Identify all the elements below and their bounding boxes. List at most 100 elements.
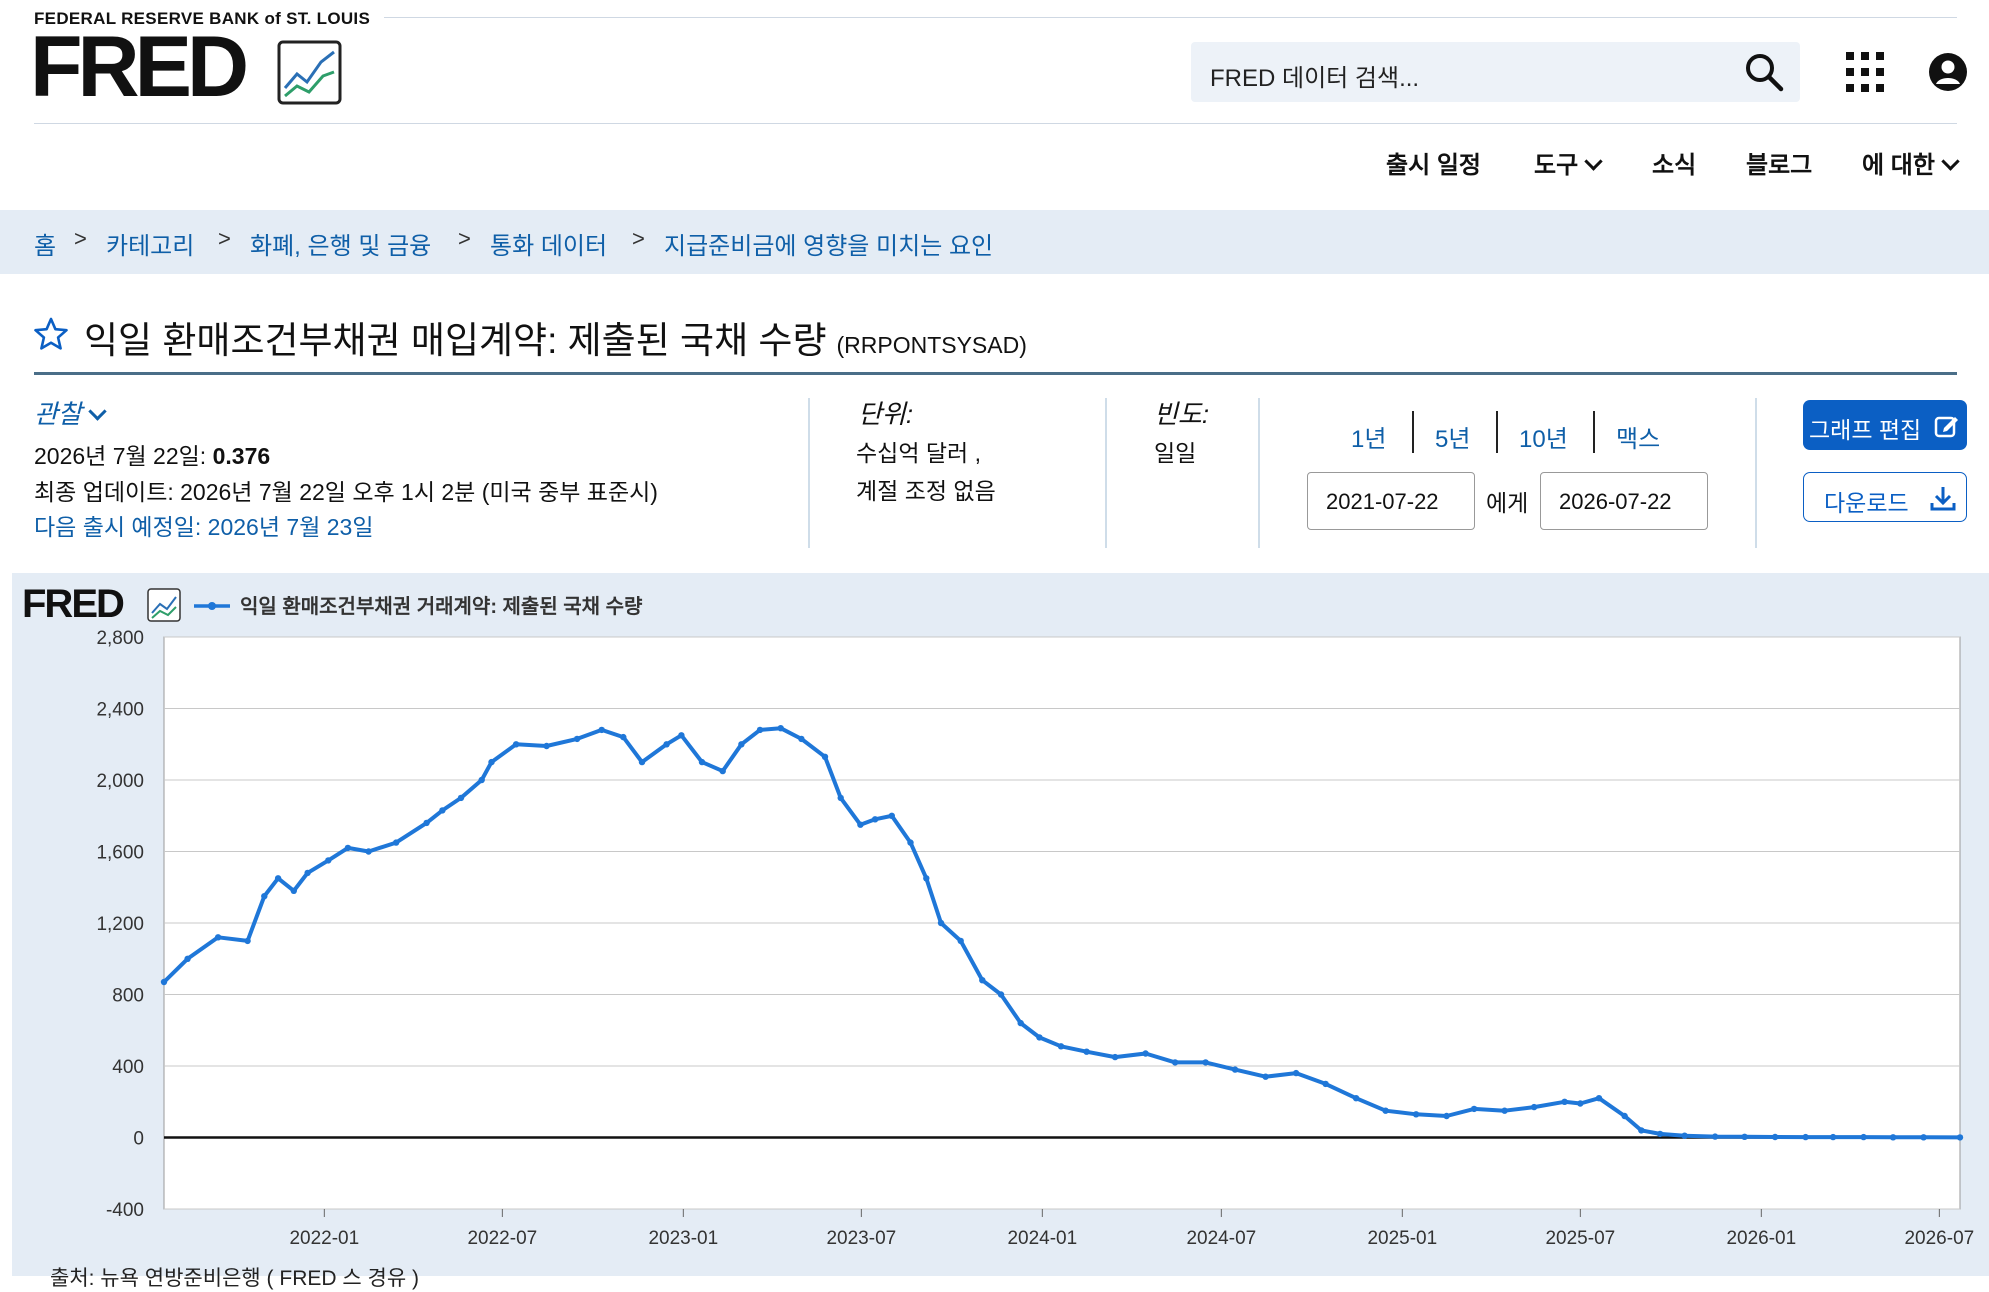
data-point	[1292, 1069, 1300, 1077]
next-release-link[interactable]: 다음 출시 예정일: 2026년 7월 23일	[34, 514, 374, 540]
data-point	[698, 758, 706, 766]
data-point	[290, 887, 297, 894]
chart-source: 출처: 뉴욕 연방준비은행 ( FRED 스 경유 )	[50, 1267, 419, 1290]
data-point	[184, 955, 191, 962]
units-label: 단위:	[858, 399, 914, 429]
nav-tools[interactable]: 도구	[1534, 145, 1603, 180]
edit-graph-button[interactable]: 그래프 편집	[1803, 400, 1967, 450]
y-tick-label: 2,400	[96, 700, 144, 721]
observation-date: 2026년 7월 22일:	[34, 443, 207, 469]
nav-about[interactable]: 에 대한	[1862, 145, 1960, 180]
fred-logo[interactable]: FRED	[30, 19, 249, 115]
units-line2: 계절 조정 없음	[856, 478, 996, 504]
data-point	[344, 844, 352, 852]
breadcrumb-categories[interactable]: 카테고리	[106, 233, 195, 260]
breadcrumb-separator: >	[458, 226, 471, 251]
y-tick-label: 1,200	[96, 914, 144, 935]
data-point	[304, 869, 311, 877]
y-tick-label: 1,600	[96, 843, 144, 864]
data-point	[1057, 1043, 1065, 1050]
data-point	[1860, 1133, 1867, 1141]
series-id: (RRPONTSYSAD)	[836, 332, 1027, 358]
data-point	[997, 991, 1005, 998]
breadcrumb-monetary-data[interactable]: 통화 데이터	[490, 233, 608, 260]
start-date-input[interactable]: 2021-07-22	[1307, 472, 1475, 530]
y-tick-label: -400	[106, 1200, 144, 1221]
breadcrumb-money-banking[interactable]: 화폐, 은행 및 금융	[250, 233, 432, 260]
data-point	[777, 725, 784, 732]
search-input[interactable]: FRED 데이터 검색...	[1210, 65, 1420, 92]
data-point	[512, 741, 520, 748]
search-bar[interactable]: FRED 데이터 검색...	[1191, 42, 1800, 102]
search-icon[interactable]	[1744, 52, 1784, 92]
data-point	[1561, 1098, 1568, 1105]
data-point	[1470, 1105, 1478, 1113]
meta-divider	[1258, 398, 1260, 548]
data-point	[1231, 1066, 1239, 1073]
breadcrumb-home[interactable]: 홈	[34, 233, 57, 260]
data-point	[478, 776, 485, 784]
data-point	[1621, 1112, 1628, 1120]
y-tick-label: 2,800	[96, 628, 144, 649]
breadcrumb-separator: >	[632, 226, 645, 251]
chart-logo-icon-line	[151, 596, 177, 614]
y-tick-label: 0	[133, 1129, 144, 1150]
x-tick-label: 2023-07	[826, 1228, 896, 1249]
data-point	[798, 735, 805, 743]
data-point	[821, 753, 829, 760]
x-tick-label: 2022-01	[289, 1228, 359, 1249]
breadcrumb: 홈 > 카테고리 > 화폐, 은행 및 금융 > 통화 데이터 > 지급준비금에…	[0, 210, 1989, 274]
data-point	[620, 733, 627, 741]
range-max-button[interactable]: 맥스	[1616, 426, 1661, 453]
last-updated: 최종 업데이트: 2026년 7월 22일 오후 1시 2분 (미국 중부 표준…	[34, 479, 658, 505]
range-separator	[1496, 411, 1498, 453]
breadcrumb-separator: >	[74, 226, 87, 251]
observation-label: 관찰	[34, 399, 82, 429]
nav-news[interactable]: 소식	[1652, 145, 1696, 180]
star-icon[interactable]	[34, 317, 68, 351]
data-point	[1681, 1132, 1688, 1139]
data-point	[598, 726, 605, 734]
data-point	[1262, 1073, 1269, 1080]
apps-grid-icon[interactable]	[1846, 52, 1884, 92]
breadcrumb-reserve-factors[interactable]: 지급준비금에 영향을 미치는 요인	[664, 233, 994, 260]
range-1y-button[interactable]: 1년	[1351, 426, 1387, 453]
data-point	[1171, 1059, 1179, 1066]
end-date-input[interactable]: 2026-07-22	[1540, 472, 1708, 530]
site-header: FEDERAL RESERVE BANK of ST. LOUIS FRED F…	[0, 0, 1989, 210]
chart-logo: FRED	[22, 582, 124, 626]
data-point	[923, 875, 930, 882]
meta-divider	[1105, 398, 1107, 548]
data-point	[638, 758, 646, 766]
observation-toggle[interactable]: 관찰	[34, 394, 107, 431]
data-point	[837, 794, 844, 802]
x-tick-label: 2023-01	[648, 1228, 718, 1249]
nav-release-calendar[interactable]: 출시 일정	[1386, 145, 1481, 180]
data-point	[1322, 1080, 1329, 1088]
download-button[interactable]: 다운로드	[1803, 472, 1967, 522]
data-point	[488, 758, 495, 766]
data-point	[1412, 1111, 1420, 1118]
chart[interactable]: -400 0 400 800 1,200 1,600 2,000 2,400 2,800 2022…	[12, 573, 1989, 1276]
observation-value: 0.376	[212, 443, 271, 469]
fred-logo-chart-icon[interactable]	[277, 40, 342, 105]
user-account-icon[interactable]	[1928, 52, 1968, 92]
edit-graph-label: 그래프 편집	[1809, 417, 1922, 443]
bank-name: FEDERAL RESERVE BANK of ST. LOUIS	[34, 9, 371, 28]
x-tick-label: 2024-01	[1007, 1228, 1077, 1249]
frequency-label: 빈도:	[1154, 399, 1210, 429]
nav-blog[interactable]: 블로그	[1746, 145, 1812, 180]
data-point	[871, 816, 879, 823]
title-divider	[34, 372, 1957, 375]
range-10y-button[interactable]: 10년	[1519, 426, 1568, 453]
meta-divider	[808, 398, 810, 548]
data-point	[1577, 1100, 1584, 1107]
range-5y-button[interactable]: 5년	[1435, 426, 1471, 453]
range-separator	[1412, 411, 1414, 453]
data-point	[274, 875, 282, 882]
legend-label: 익일 환매조건부채권 거래계약: 제출된 국채 수량	[240, 595, 643, 618]
data-point	[1711, 1133, 1719, 1140]
data-point	[1036, 1034, 1043, 1041]
nav-label: 블로그	[1746, 152, 1813, 179]
x-tick-label: 2025-01	[1367, 1228, 1437, 1249]
